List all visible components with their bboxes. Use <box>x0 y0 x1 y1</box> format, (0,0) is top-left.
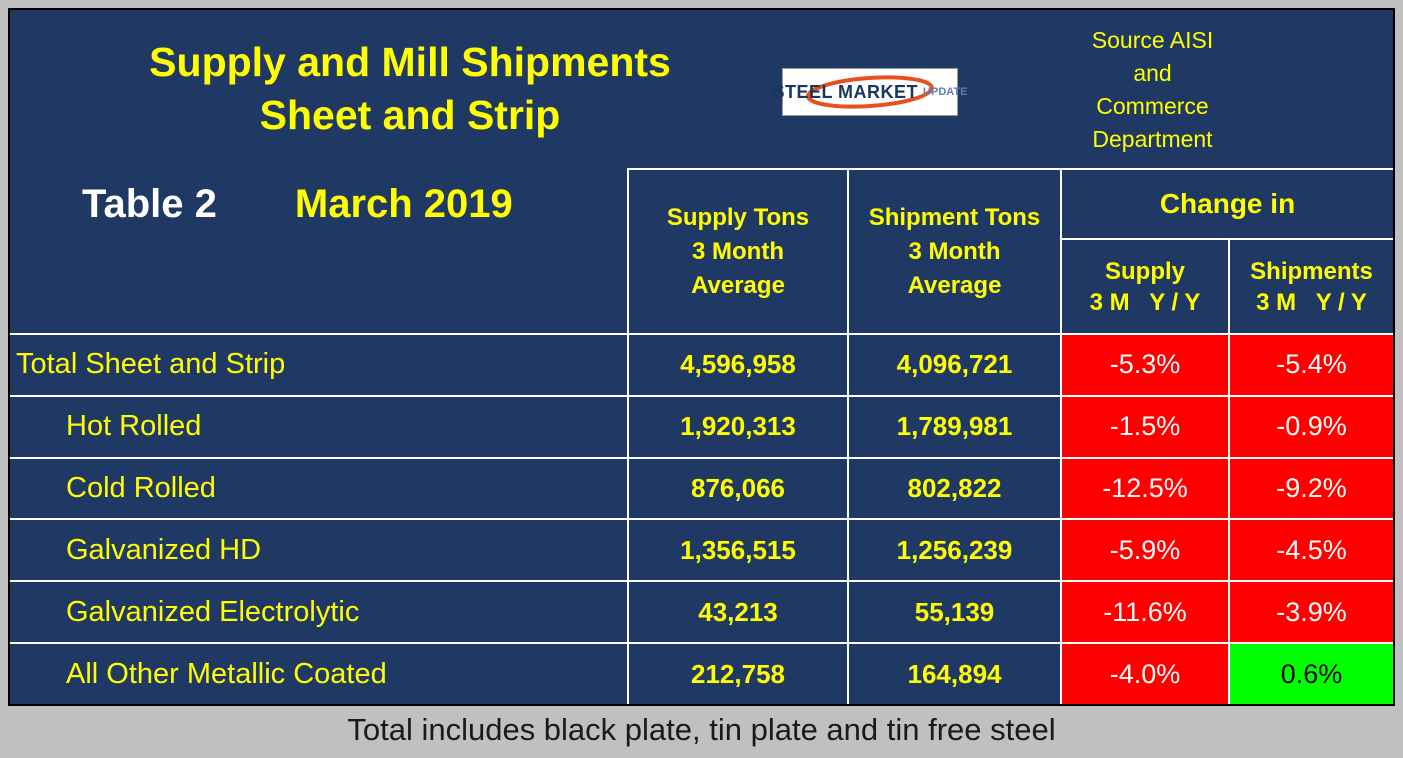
page-title-line2: Sheet and Strip <box>259 92 561 138</box>
page-title-line1: Supply and Mill Shipments <box>149 39 671 85</box>
shipments-change-cell: -5.4% <box>1228 333 1393 395</box>
supply-value: 1,920,313 <box>627 394 847 457</box>
row-label: Galvanized Electrolytic <box>10 580 627 642</box>
shipments-change-cell: -9.2% <box>1228 456 1393 519</box>
caption: Table 2 March 2019 <box>82 182 513 227</box>
col-header-shipment-line1: Shipment Tons <box>868 203 1041 231</box>
row-label: Total Sheet and Strip <box>10 333 627 395</box>
footnote: Total includes black plate, tin plate an… <box>347 712 1056 747</box>
col-header-change-shipments-sub: 3 M Y / Y <box>1256 288 1367 316</box>
table-panel: Supply and Mill Shipments Sheet and Stri… <box>8 8 1395 706</box>
supply-value: 876,066 <box>627 456 847 519</box>
shipment-value: 1,256,239 <box>847 518 1060 581</box>
source-line-2: and <box>1133 60 1172 86</box>
source-note: Source AISI and Commerce Department <box>1045 24 1260 156</box>
shipment-value: 4,096,721 <box>847 333 1060 395</box>
shipment-value: 1,789,981 <box>847 394 1060 457</box>
supply-value: 1,356,515 <box>627 518 847 581</box>
smu-logo: STEEL MARKET UPDATE <box>773 68 968 116</box>
supply-change-cell: -12.5% <box>1060 456 1228 519</box>
col-header-change-shipments-label: Shipments <box>1250 257 1373 285</box>
table-label: Table 2 <box>82 182 217 226</box>
col-header-change-in-text: Change in <box>1159 188 1296 219</box>
col-header-supply-line2: 3 Month <box>692 237 784 265</box>
logo-word-update: UPDATE <box>923 86 968 98</box>
row-label: All Other Metallic Coated <box>10 642 627 704</box>
period-label: March 2019 <box>294 182 513 226</box>
logo-word-steel: STEEL <box>772 81 834 102</box>
supply-change-cell: -5.9% <box>1060 518 1228 581</box>
logo-word-market: MARKET <box>838 81 919 102</box>
supply-change-cell: -5.3% <box>1060 333 1228 395</box>
col-header-change-shipments: Shipments 3 M Y / Y <box>1228 238 1393 333</box>
row-label: Hot Rolled <box>10 394 627 457</box>
logo-swoosh-icon <box>806 75 934 109</box>
shipments-change-cell: -3.9% <box>1228 580 1393 643</box>
page-title: Supply and Mill Shipments Sheet and Stri… <box>50 36 770 142</box>
supply-change-cell: -4.0% <box>1060 642 1228 704</box>
supply-value: 212,758 <box>627 642 847 704</box>
supply-change-cell: -1.5% <box>1060 394 1228 457</box>
shipment-value: 55,139 <box>847 580 1060 643</box>
col-header-change-in: Change in <box>1060 168 1393 238</box>
shipments-change-cell: -0.9% <box>1228 394 1393 457</box>
supply-change-cell: -11.6% <box>1060 580 1228 643</box>
col-header-supply-line1: Supply Tons <box>666 203 810 231</box>
supply-value: 43,213 <box>627 580 847 643</box>
shipments-change-cell: 0.6% <box>1228 642 1393 704</box>
shipment-value: 802,822 <box>847 456 1060 519</box>
col-header-shipment: Shipment Tons 3 Month Average <box>847 168 1060 333</box>
supply-value: 4,596,958 <box>627 333 847 395</box>
row-label: Galvanized HD <box>10 518 627 580</box>
col-header-supply-line3: Average <box>691 271 785 299</box>
source-line-3: Commerce <box>1096 93 1209 119</box>
source-line-4: Department <box>1092 126 1213 152</box>
row-label: Cold Rolled <box>10 456 627 519</box>
col-header-change-supply-sub: 3 M Y / Y <box>1089 288 1201 316</box>
data-rows: Total Sheet and Strip 4,596,958 4,096,72… <box>10 333 1393 704</box>
table-panel-inner: Supply and Mill Shipments Sheet and Stri… <box>10 10 1393 704</box>
col-header-shipment-line3: Average <box>907 271 1002 299</box>
shipments-change-cell: -4.5% <box>1228 518 1393 581</box>
col-header-change-supply-label: Supply <box>1104 257 1185 285</box>
col-header-change-supply: Supply 3 M Y / Y <box>1060 238 1228 333</box>
logo-text: STEEL MARKET UPDATE <box>773 69 968 115</box>
shipment-value: 164,894 <box>847 642 1060 704</box>
col-header-shipment-line2: 3 Month <box>908 237 1001 265</box>
source-line-1: Source AISI <box>1091 27 1214 53</box>
col-header-supply: Supply Tons 3 Month Average <box>627 168 847 333</box>
